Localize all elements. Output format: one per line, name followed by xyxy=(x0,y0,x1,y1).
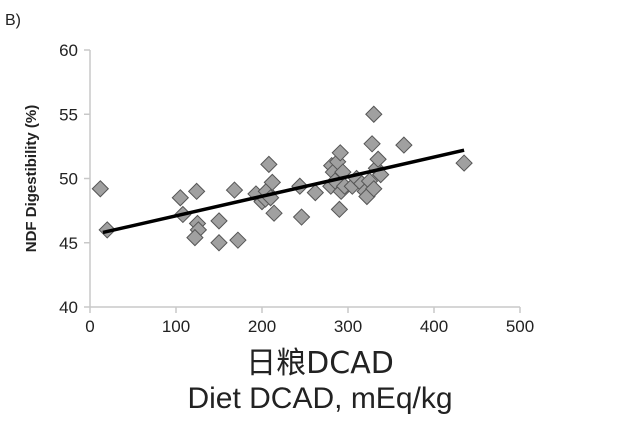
data-point xyxy=(292,208,311,226)
x-tick-label: 0 xyxy=(85,317,94,336)
x-axis-label: Diet DCAD, mEq/kg xyxy=(187,382,453,415)
y-tick-label: 55 xyxy=(59,105,78,124)
data-point xyxy=(171,189,190,207)
x-tick-label: 300 xyxy=(334,317,362,336)
data-point xyxy=(365,180,383,198)
data-point xyxy=(210,234,228,252)
data-point xyxy=(263,173,282,192)
data-point xyxy=(225,181,244,199)
y-tick-label: 50 xyxy=(59,170,78,189)
x-tick-label: 500 xyxy=(506,317,534,336)
y-tick-label: 40 xyxy=(59,298,78,317)
trend-line xyxy=(102,148,465,235)
x-axis-label-chinese: 日粮DCAD xyxy=(246,346,394,381)
y-tick-label: 60 xyxy=(59,41,78,60)
x-tick-label: 400 xyxy=(420,317,448,336)
data-point xyxy=(330,200,349,219)
panel-label: B) xyxy=(5,12,21,29)
data-point xyxy=(331,144,349,162)
data-point xyxy=(260,155,278,174)
y-tick-label: 45 xyxy=(59,234,78,253)
data-point xyxy=(306,183,325,202)
data-point xyxy=(186,228,204,247)
data-point xyxy=(369,150,387,168)
data-point xyxy=(187,182,206,201)
data-point xyxy=(363,135,381,153)
data-point xyxy=(365,105,383,123)
data-point xyxy=(455,154,473,172)
data-point xyxy=(91,180,110,198)
data-point xyxy=(265,204,283,222)
data-point xyxy=(229,231,247,249)
x-tick-label: 100 xyxy=(162,317,190,336)
x-tick-label: 200 xyxy=(248,317,276,336)
data-point xyxy=(395,136,413,154)
y-axis-label: NDF Digestibility (%) xyxy=(23,105,40,253)
data-point xyxy=(210,212,228,230)
